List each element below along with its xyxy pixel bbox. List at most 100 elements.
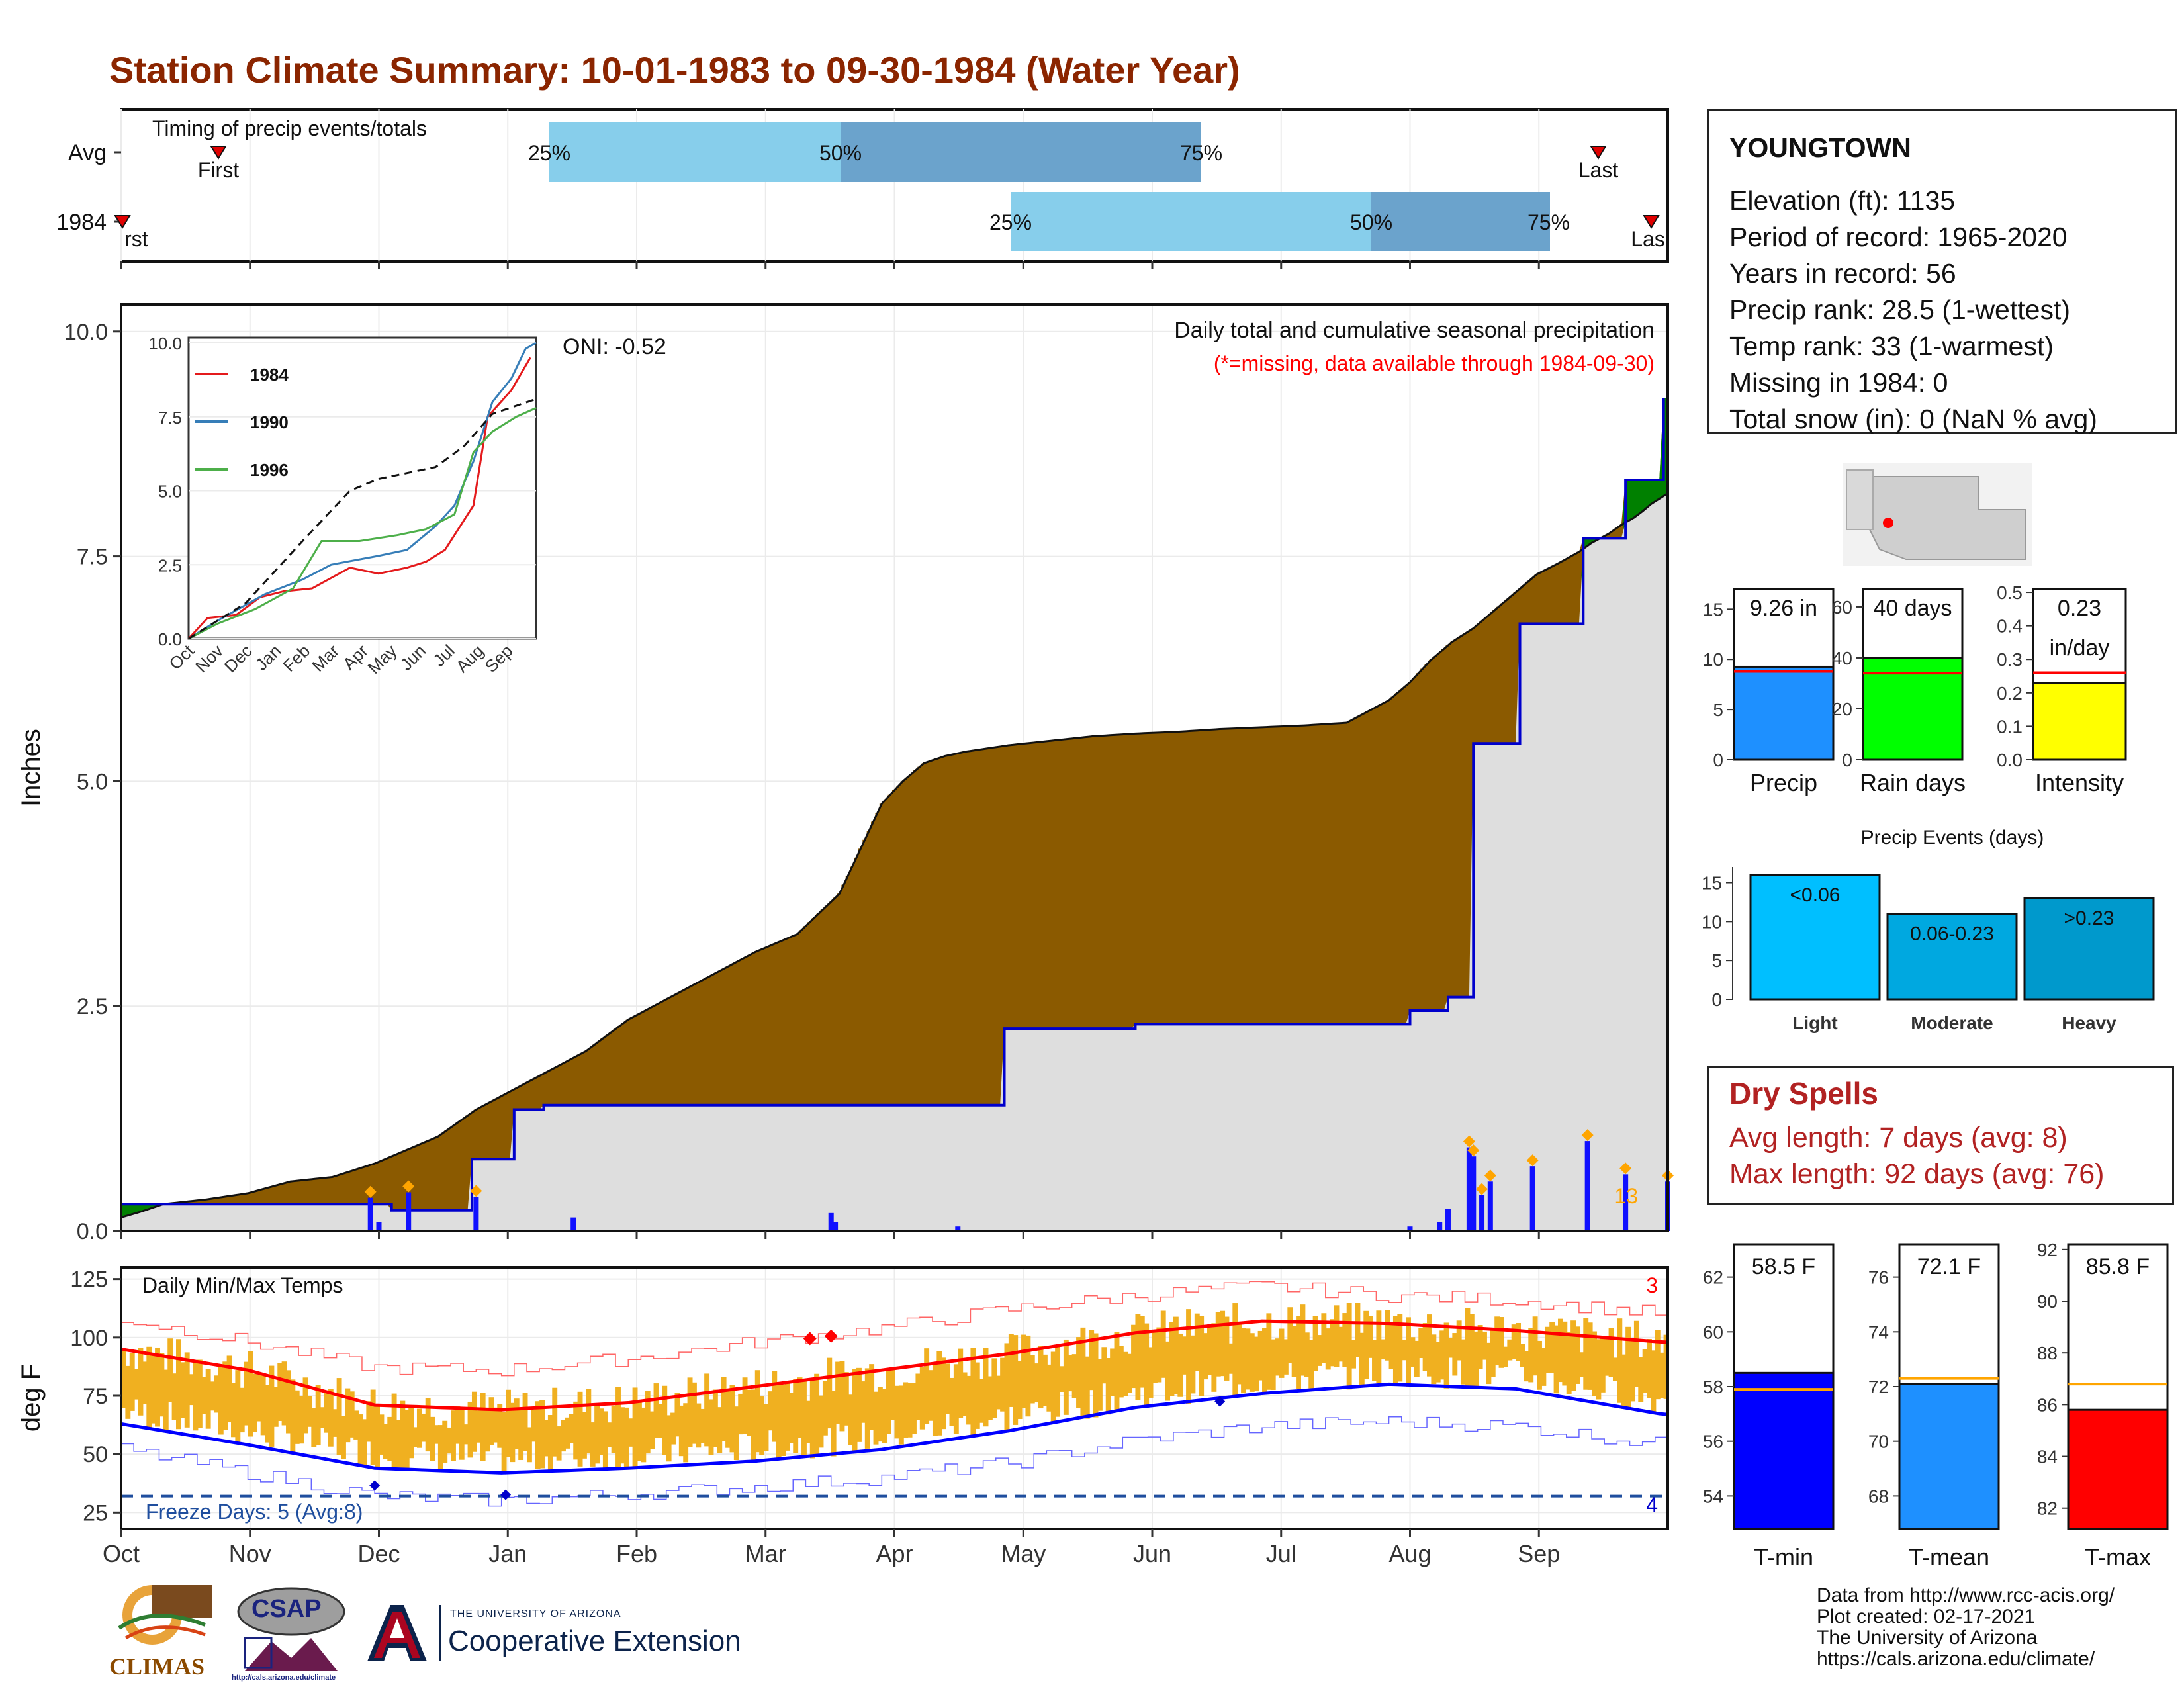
timing-avg-first-marker (210, 146, 227, 160)
climas-emblem-icon (118, 1585, 212, 1645)
daily-precip-bar (1407, 1226, 1413, 1231)
summary-y-tick-label: 0.5 (1997, 582, 2023, 603)
ua-a-icon (367, 1605, 427, 1661)
daily-temp-bar (827, 1357, 833, 1429)
summary-y-tick-label: 0 (1842, 750, 1852, 770)
summary-y-tick-label: 60 (1832, 597, 1852, 617)
daily-temp-bar (641, 1407, 647, 1463)
daily-temp-bar (1101, 1347, 1107, 1384)
daily-temp-bar (1097, 1359, 1103, 1411)
daily-temp-bar (1203, 1333, 1208, 1380)
daily-temp-bar (1351, 1340, 1356, 1369)
daily-temp-bar (1245, 1328, 1251, 1390)
temp-summary-y-tick-label: 72 (1868, 1377, 1889, 1397)
daily-temp-bar (1021, 1334, 1026, 1408)
daily-temp-bar (1604, 1338, 1610, 1376)
daily-temp-bar (733, 1406, 739, 1461)
daily-temp-bar (953, 1364, 959, 1434)
month-label: Nov (229, 1540, 271, 1567)
daily-temp-bar (239, 1387, 245, 1433)
daily-temp-bar (1008, 1334, 1014, 1407)
daily-temp-bar (408, 1407, 414, 1459)
temp-summary-label: T-min (1754, 1543, 1813, 1571)
daily-temp-bar (366, 1401, 372, 1442)
event-range-label: <0.06 (1790, 884, 1841, 906)
daily-temp-bar (214, 1375, 220, 1413)
temp-summary-y-tick-label: 62 (1703, 1267, 1723, 1288)
daily-temp-bar (1663, 1334, 1669, 1399)
summary-y-tick-label: 5 (1713, 700, 1723, 720)
month-label: Mar (745, 1540, 786, 1567)
daily-temp-bar (361, 1419, 367, 1468)
daily-temp-bar (1114, 1331, 1120, 1410)
daily-temp-bar (1228, 1343, 1234, 1374)
daily-temp-bar (772, 1371, 778, 1442)
daily-temp-bar (1156, 1327, 1162, 1383)
daily-temp-bar (1291, 1326, 1297, 1377)
timing-1984-bar-50-75 (1371, 192, 1550, 251)
precip-missing-note: (*=missing, data available through 1984-… (1214, 351, 1655, 375)
temp-record-high-count: 3 (1646, 1273, 1658, 1297)
daily-temp-bar (822, 1380, 828, 1436)
daily-temp-bar (1516, 1322, 1522, 1361)
daily-temp-bar (1296, 1316, 1301, 1389)
summary-y-tick-label: 40 (1832, 648, 1852, 668)
daily-temp-bar (1511, 1324, 1517, 1359)
daily-temp-bar (979, 1378, 985, 1423)
daily-temp-bar (1105, 1357, 1111, 1415)
daily-temp-bar (674, 1393, 680, 1437)
daily-temp-bar (273, 1387, 279, 1427)
daily-temp-bar (915, 1373, 921, 1420)
info-snow: Total snow (in): 0 (NaN % avg) (1729, 404, 2097, 434)
daily-temp-bar (1266, 1313, 1272, 1390)
daily-temp-bar (565, 1417, 570, 1449)
daily-temp-bar (1207, 1324, 1212, 1375)
month-label: Aug (1388, 1540, 1431, 1567)
month-label: Oct (103, 1540, 140, 1567)
daily-temp-bar (577, 1391, 583, 1467)
daily-temp-bar (1308, 1340, 1314, 1389)
daily-temp-bar (1406, 1317, 1411, 1387)
daily-temp-bar (704, 1373, 710, 1447)
daily-temp-bar (1456, 1320, 1462, 1361)
neighbor-state-shape (1846, 469, 1874, 530)
daily-temp-bar (1490, 1328, 1496, 1377)
daily-temp-bar (1224, 1316, 1230, 1381)
oni-label: ONI: -0.52 (563, 334, 666, 359)
timing-1984-last-label: Las (1631, 227, 1665, 251)
summary-y-tick-label: 0.1 (1997, 716, 2023, 737)
timing-1984-first-marker (114, 215, 131, 229)
month-label: May (1001, 1540, 1046, 1567)
daily-temp-bar (1655, 1330, 1661, 1400)
daily-temp-bar (738, 1393, 744, 1435)
daily-temp-bar (235, 1370, 241, 1442)
summary-bar-label: Rain days (1860, 769, 1966, 796)
event-range-label: >0.23 (2064, 907, 2115, 929)
daily-temp-bar (467, 1401, 473, 1458)
temp-summary-label: T-max (2085, 1543, 2151, 1571)
footer-line-university: The University of Arizona (1817, 1627, 2038, 1649)
temp-summary-y-tick-label: 54 (1703, 1486, 1723, 1506)
daily-temp-bar (843, 1372, 849, 1426)
daily-temp-bar (962, 1372, 968, 1416)
timing-1984-q25: 25% (989, 210, 1032, 234)
daily-temp-bar (945, 1363, 951, 1414)
record-high-marker (824, 1329, 838, 1343)
daily-temp-bar (970, 1348, 976, 1437)
daily-temp-bar (1642, 1349, 1648, 1393)
daily-temp-bar (201, 1377, 207, 1414)
timing-avg-q25: 25% (528, 141, 570, 165)
precip-cumulative-avg-line (121, 398, 1665, 1212)
daily-temp-bar (742, 1377, 748, 1434)
daily-temp-bar (412, 1427, 418, 1447)
temp-summary-y-tick-label: 88 (2037, 1343, 2058, 1363)
daily-precip-marker (1619, 1162, 1632, 1175)
daily-precip-bar (406, 1192, 412, 1231)
daily-temp-bar (463, 1424, 469, 1445)
daily-precip-bar (833, 1222, 839, 1231)
daily-precip-marker (1463, 1135, 1475, 1148)
timing-row-label: 1984 (56, 210, 107, 235)
daily-temp-bar (1380, 1339, 1386, 1360)
daily-precip-bar (1466, 1147, 1472, 1231)
event-bar (1749, 874, 1881, 1001)
